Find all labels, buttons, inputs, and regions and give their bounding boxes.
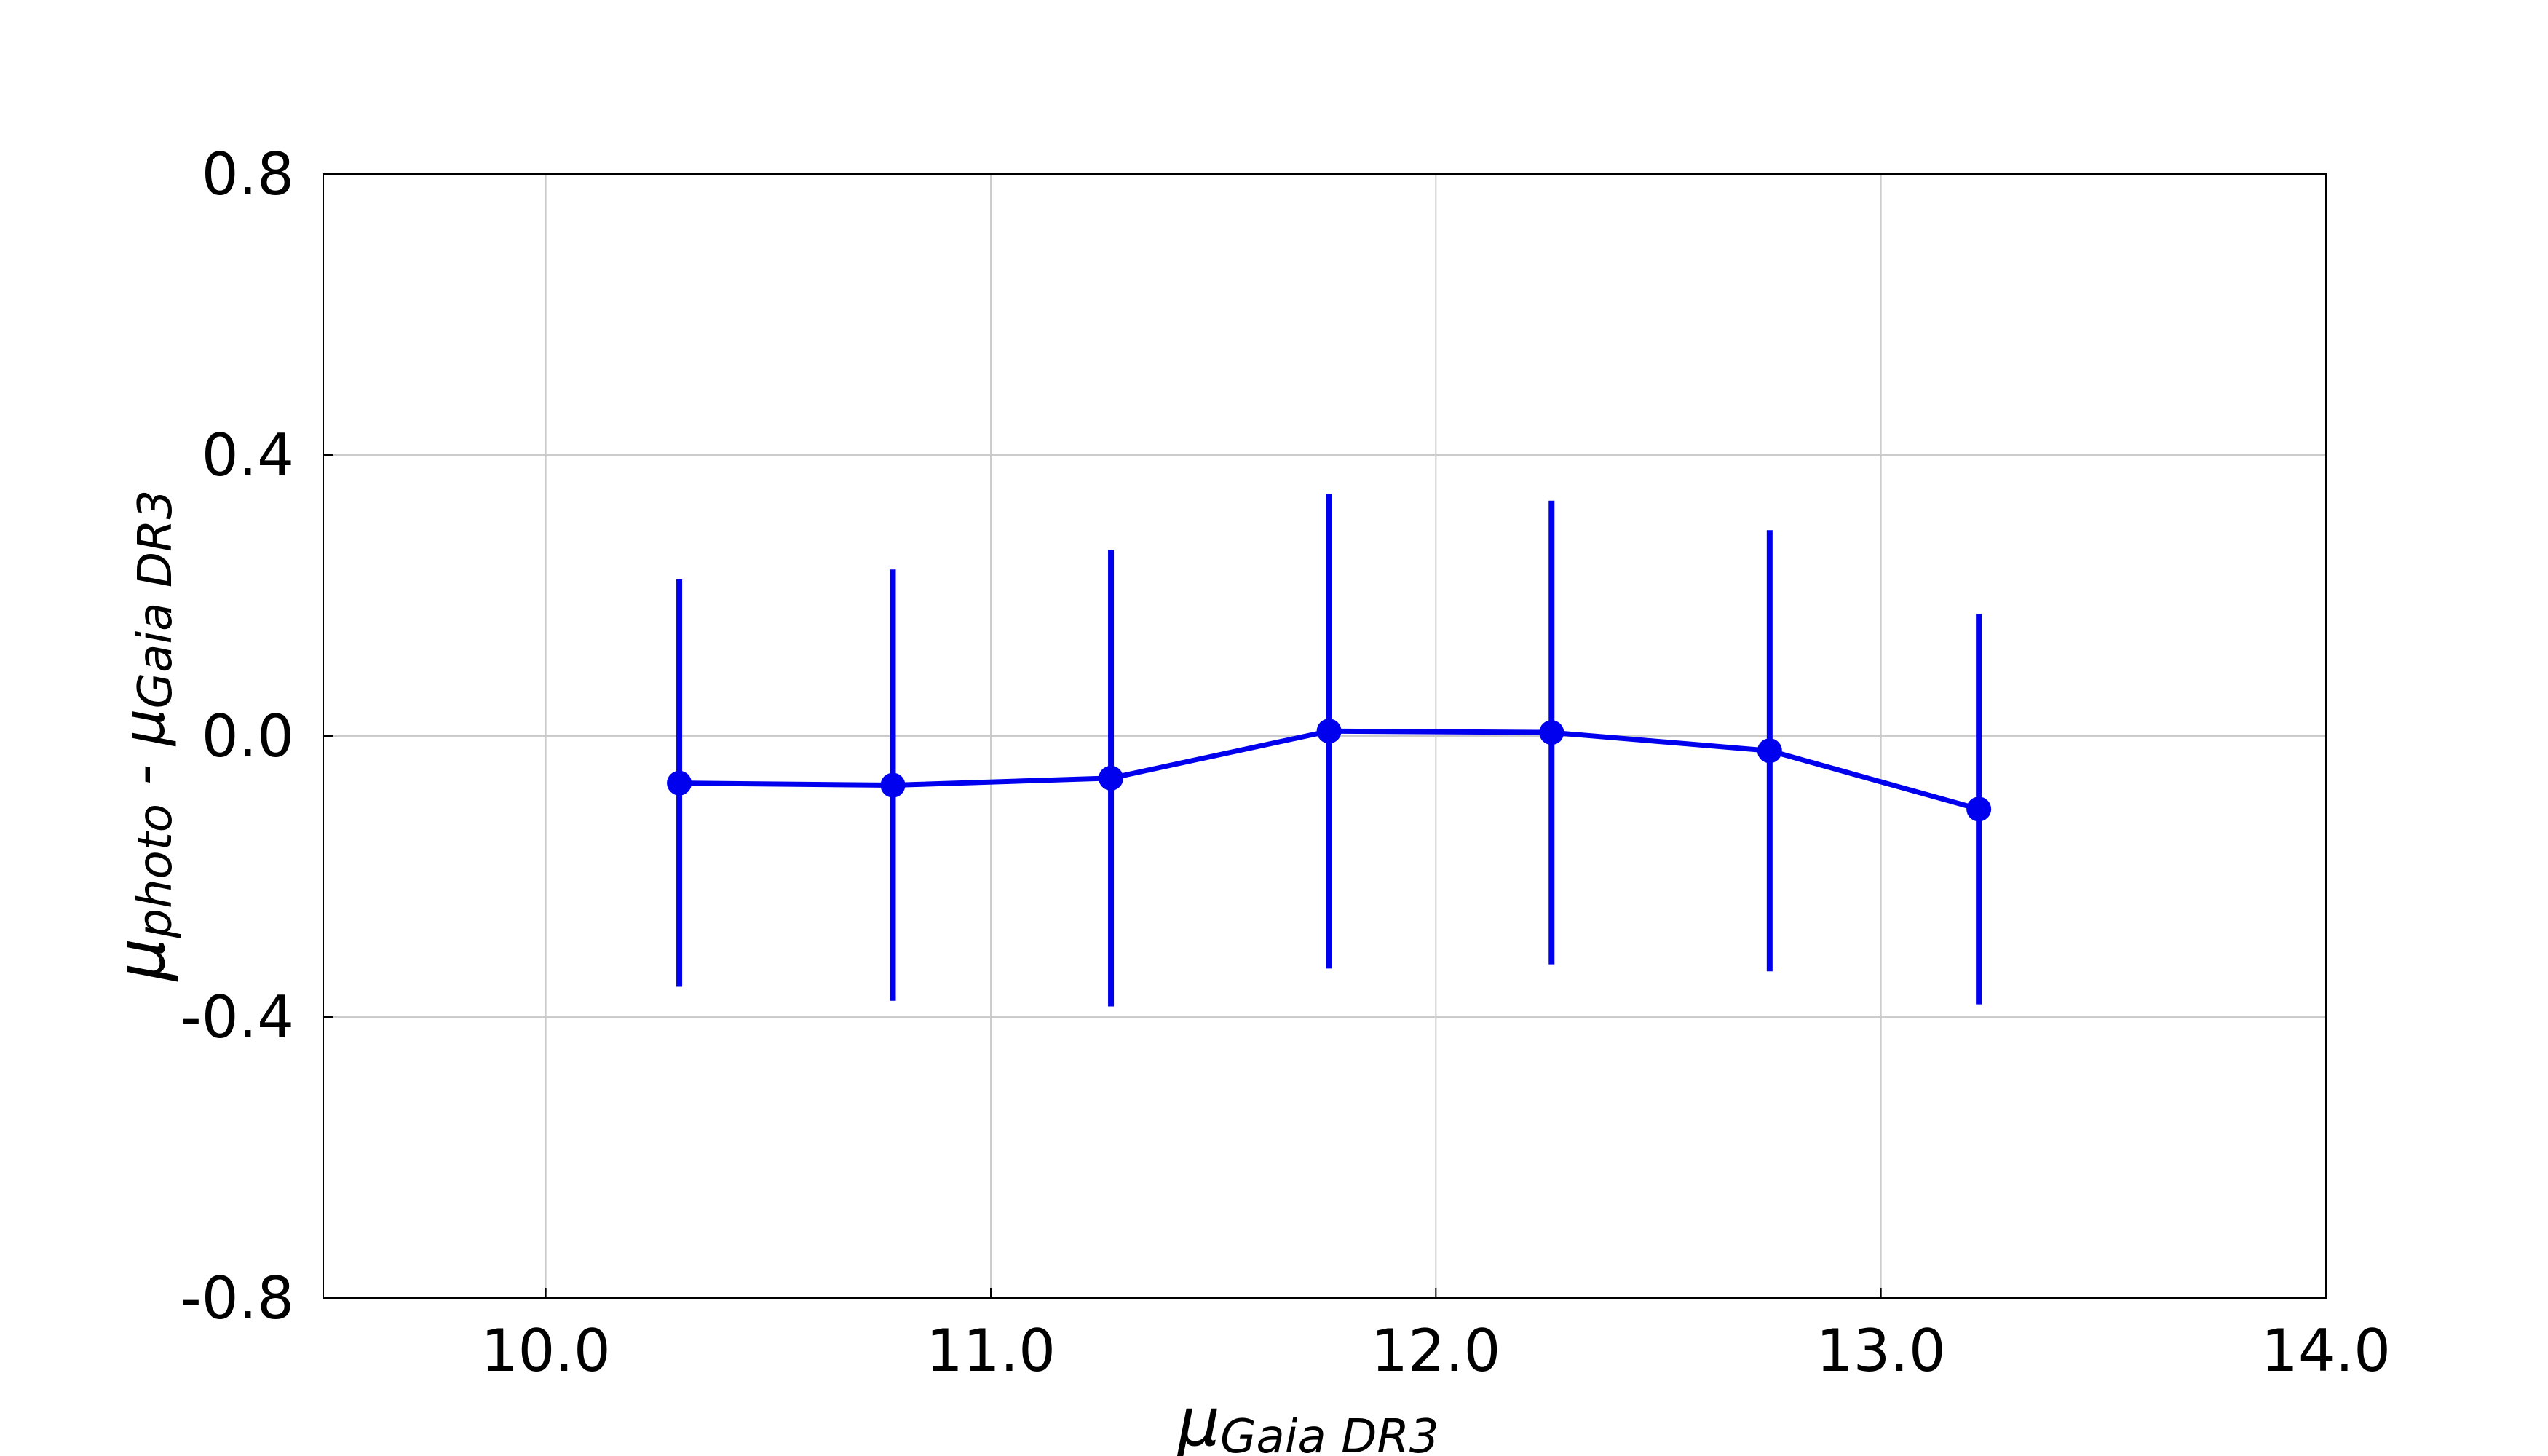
x-tick-label: 11.0	[926, 1317, 1056, 1385]
point	[1316, 719, 1342, 744]
point	[1966, 796, 1992, 822]
y-label-symbol: μ	[102, 938, 180, 983]
point	[1539, 720, 1564, 745]
y-label-sub: photo	[129, 804, 183, 939]
y-tick-label: -0.4	[181, 984, 294, 1051]
point	[667, 770, 692, 796]
y-tick-label: -0.8	[181, 1265, 294, 1332]
x-tick-label: 10.0	[481, 1317, 611, 1385]
plot-frame	[323, 173, 2327, 1299]
y-label-sub: Gaia DR3	[129, 490, 183, 709]
y-label-mid: - μ	[110, 708, 178, 804]
point	[1757, 738, 1782, 764]
point	[1099, 765, 1124, 791]
x-tick-label: 12.0	[1371, 1317, 1500, 1385]
x-axis-label: μGaia DR3	[1176, 1383, 1439, 1456]
point	[880, 772, 906, 798]
y-axis-label: μphoto - μGaia DR3	[102, 490, 183, 982]
y-tick-label: 0.0	[202, 703, 294, 770]
y-tick-label: 0.8	[202, 141, 294, 208]
x-label-symbol: μ	[1176, 1383, 1220, 1456]
x-tick-label: 14.0	[2261, 1317, 2391, 1385]
x-label-sub: Gaia DR3	[1220, 1410, 1439, 1456]
y-tick-label: 0.4	[202, 422, 294, 489]
x-tick-label: 13.0	[1816, 1317, 1946, 1385]
